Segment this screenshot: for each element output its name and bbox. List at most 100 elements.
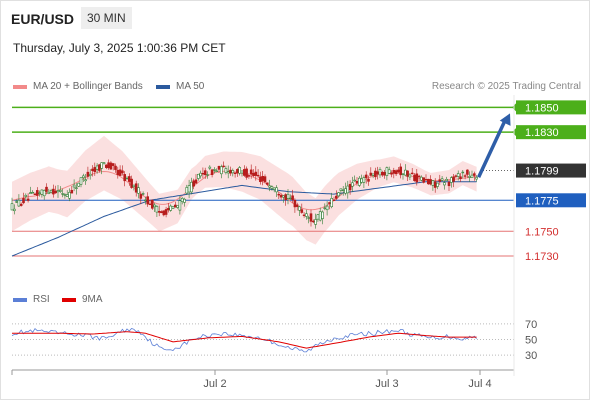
rsi-tick-label: 70 [525,319,537,331]
candle-body [454,175,458,177]
legend-swatch [156,84,170,89]
candle [109,161,113,170]
candle-body [385,167,389,176]
candle [197,173,200,181]
candle-body [160,211,163,214]
candle [210,168,214,178]
candle [123,171,126,187]
candle-body [95,165,99,170]
candle [374,167,377,180]
candle [167,203,170,213]
candle [178,195,182,215]
candle-body [47,191,51,194]
candle-body [254,171,258,176]
candle [282,195,285,203]
candle [397,167,400,174]
candle [220,164,223,179]
candle-body [220,166,223,175]
candle-body [65,194,69,197]
candle-body [463,175,467,177]
candle [102,162,106,165]
candle-body [29,192,32,194]
candle-body [217,166,221,170]
candle-body [167,207,170,211]
candle-body [210,169,214,175]
level-label-resistance: 1.1830 [525,127,559,139]
candle [346,180,350,199]
candle [226,165,230,179]
candle [392,167,396,179]
candle-body [215,170,218,173]
candle [309,209,313,227]
candle-body [268,185,271,188]
candle [410,168,414,175]
candle [77,182,80,188]
candle [454,174,458,179]
candle [456,170,460,181]
candle-body [298,206,301,211]
candle [190,177,193,195]
candle-body [447,181,451,187]
candle-body [263,176,267,183]
candle-body [346,185,350,194]
candle [17,194,21,207]
candle-body [118,169,122,176]
candle [406,170,409,181]
candle-body [183,198,186,203]
legend-ma50: MA 50 [156,81,204,92]
candle [325,201,329,216]
candle [164,206,168,218]
candle [31,190,35,194]
candle [321,210,324,225]
candle [472,171,476,181]
candle-body [275,187,278,193]
candle-body [146,196,149,205]
legend-label: MA 20 + Bollinger Bands [33,81,143,92]
candle-body [443,182,446,186]
candle-body [433,181,437,188]
candle [118,165,122,176]
level-label-bg [516,100,586,115]
candle-body [190,181,193,193]
candle-body [174,204,177,208]
candle-body [75,187,78,189]
candle-body [40,189,44,195]
candle-body [70,189,74,194]
candle-body [397,169,400,173]
candle [295,202,299,211]
candle [88,169,92,180]
candle-body [187,185,191,193]
candle-body [31,191,35,194]
candle [314,213,317,229]
candle [75,183,78,195]
candle-body [13,208,16,212]
candle-body [49,190,53,193]
candle-body [436,182,439,187]
candle [420,175,423,182]
candle [254,166,258,181]
candle-body [348,184,352,191]
candle [247,173,251,179]
candle-body [440,178,444,181]
candle [84,174,87,185]
candle [192,178,195,190]
timeframe-button[interactable]: 30 MIN [81,7,132,29]
candle-body [114,165,117,170]
candle-body [291,195,294,200]
candle [238,166,241,176]
candle-body [344,188,347,194]
forecast-arrow [477,117,508,178]
legend-label: RSI [33,294,50,305]
candle [403,164,407,177]
candle [311,219,315,224]
candle-body [371,173,375,176]
candle [426,178,430,185]
candle [443,180,446,190]
candle-body [357,177,361,186]
candle-body [309,213,313,222]
candle-body [54,190,58,194]
candle [236,168,239,177]
candle-body [169,205,172,211]
candle-body [378,169,382,176]
